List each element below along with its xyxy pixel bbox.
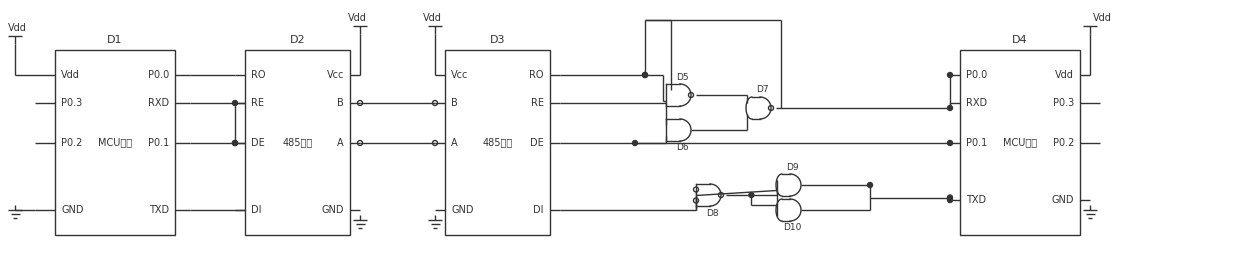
Text: P0.2: P0.2 <box>1053 138 1074 148</box>
Text: P0.1: P0.1 <box>966 138 987 148</box>
Text: Vdd: Vdd <box>348 13 367 23</box>
Text: Vdd: Vdd <box>1055 70 1074 80</box>
Text: D3: D3 <box>490 35 505 45</box>
Bar <box>246 50 350 235</box>
Text: D7: D7 <box>755 85 769 95</box>
Text: P0.1: P0.1 <box>148 138 169 148</box>
Circle shape <box>868 182 873 187</box>
Text: DE: DE <box>531 138 544 148</box>
Text: D8: D8 <box>706 208 718 218</box>
Text: D1: D1 <box>107 35 123 45</box>
Text: DI: DI <box>533 205 544 215</box>
Text: D2: D2 <box>290 35 305 45</box>
Bar <box>55 50 175 235</box>
Circle shape <box>947 198 952 203</box>
Text: DI: DI <box>250 205 262 215</box>
Text: A: A <box>337 138 343 148</box>
Text: DE: DE <box>250 138 265 148</box>
Circle shape <box>357 141 362 146</box>
Text: RXD: RXD <box>966 98 987 108</box>
Circle shape <box>642 73 647 78</box>
Text: 485芯片: 485芯片 <box>482 138 512 148</box>
Text: P0.0: P0.0 <box>148 70 169 80</box>
Text: P0.3: P0.3 <box>61 98 82 108</box>
Text: MCU芯片: MCU芯片 <box>98 138 133 148</box>
Circle shape <box>693 198 698 203</box>
Circle shape <box>632 141 637 146</box>
Circle shape <box>233 141 238 146</box>
Text: 485芯片: 485芯片 <box>283 138 312 148</box>
Text: RO: RO <box>250 70 265 80</box>
Text: P0.0: P0.0 <box>966 70 987 80</box>
Text: P0.3: P0.3 <box>1053 98 1074 108</box>
Text: D10: D10 <box>782 223 801 232</box>
Text: TXD: TXD <box>149 205 169 215</box>
Circle shape <box>642 73 647 78</box>
Text: TXD: TXD <box>966 195 986 205</box>
Text: GND: GND <box>321 205 343 215</box>
Circle shape <box>433 100 438 105</box>
Circle shape <box>947 105 952 110</box>
Text: D6: D6 <box>676 143 688 153</box>
Circle shape <box>947 73 952 78</box>
Text: RO: RO <box>529 70 544 80</box>
Text: P0.2: P0.2 <box>61 138 82 148</box>
Text: Vcc: Vcc <box>326 70 343 80</box>
Text: GND: GND <box>1052 195 1074 205</box>
Circle shape <box>233 100 238 105</box>
Circle shape <box>718 193 723 198</box>
Text: RE: RE <box>531 98 544 108</box>
Text: A: A <box>451 138 458 148</box>
Circle shape <box>688 93 693 97</box>
Circle shape <box>947 141 952 146</box>
Text: Vdd: Vdd <box>1092 13 1112 23</box>
Text: MCU芯片: MCU芯片 <box>1003 138 1037 148</box>
Circle shape <box>693 187 698 192</box>
Circle shape <box>947 195 952 200</box>
Text: RXD: RXD <box>148 98 169 108</box>
Circle shape <box>433 141 438 146</box>
Text: Vdd: Vdd <box>61 70 79 80</box>
Text: RE: RE <box>250 98 264 108</box>
Text: D5: D5 <box>676 73 688 81</box>
Text: D9: D9 <box>786 162 799 172</box>
Text: GND: GND <box>451 205 474 215</box>
Text: D4: D4 <box>1012 35 1028 45</box>
Text: B: B <box>337 98 343 108</box>
Circle shape <box>357 100 362 105</box>
Circle shape <box>749 193 754 198</box>
Text: Vcc: Vcc <box>451 70 469 80</box>
Text: GND: GND <box>61 205 83 215</box>
Bar <box>445 50 551 235</box>
Text: Vdd: Vdd <box>7 23 27 33</box>
Circle shape <box>769 105 774 110</box>
Text: B: B <box>451 98 458 108</box>
Circle shape <box>233 141 238 146</box>
Text: Vdd: Vdd <box>423 13 441 23</box>
Bar <box>960 50 1080 235</box>
